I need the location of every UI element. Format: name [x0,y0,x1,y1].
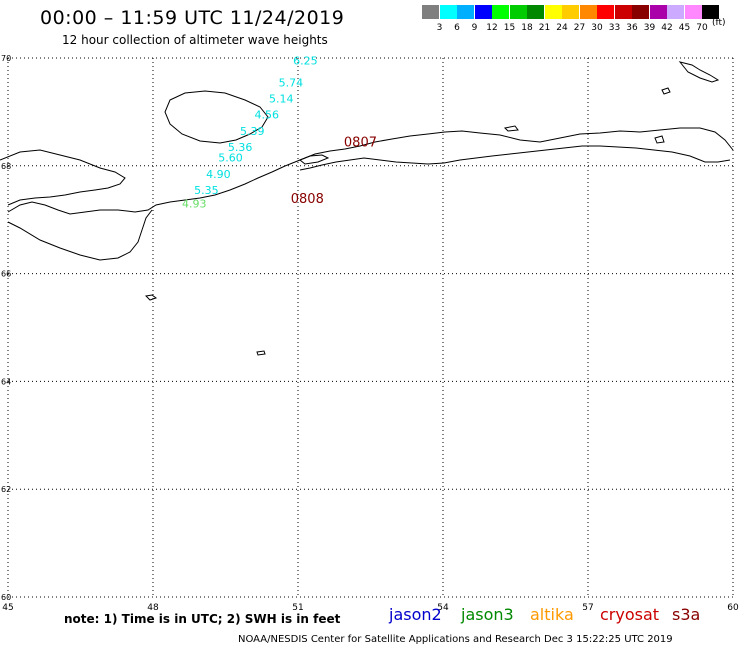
lat-tick-label: 64 [1,377,11,386]
satellite-name: cryosat [600,605,660,624]
lon-tick-label: 60 [727,603,739,613]
lon-tick-label: 54 [437,603,449,613]
islet [678,61,720,83]
wave-height-value: 4.56 [255,109,280,122]
legend-swatch [632,5,649,19]
legend-label: 36 [626,23,638,33]
coastline [0,61,734,356]
lat-tick-label: 68 [1,162,11,171]
legend-swatch [649,5,667,19]
lon-tick-label: 51 [292,603,303,613]
legend-label: 27 [573,23,586,33]
map-grid [7,57,734,598]
legend-swatch [562,5,579,19]
legend-label: 45 [678,23,691,33]
wave-height-value: 5.35 [194,184,219,197]
legend-label: 39 [643,23,656,33]
lower-coast [299,145,731,171]
pass-time-label: 0807 [344,136,377,151]
legend-swatch [597,5,614,19]
lat-tick-label: 70 [1,54,11,63]
lat-tick-label: 62 [1,485,11,494]
legend-swatch [474,5,492,19]
islet [144,294,158,301]
legend-swatch [614,5,632,19]
legend-label: 15 [503,23,516,33]
bay-coast [7,209,153,261]
wave-height-value: 4.90 [206,168,231,181]
legend-swatch [509,5,527,19]
islet [503,125,519,132]
legend-label: 9 [471,23,478,33]
legend-swatch [544,5,562,19]
islet [654,135,665,144]
legend-swatch [422,5,439,19]
altimeter-track: 6.25 5.74 5.14 4.56 5.39 5.365.60 4.90 5.354.93… [182,55,377,211]
legend-swatch [439,5,457,19]
wave-height-value: 5.60 [218,152,243,165]
axis-labels: 45 48 51 54 57 60 70 68 66 64 62 60 [1,54,739,613]
lon-tick-label: 48 [147,603,159,613]
wave-height-value: 5.14 [269,92,294,105]
legend-unit: (ft) [712,18,726,28]
satellite-name: s3a [672,605,701,624]
legend-swatch [457,5,474,19]
lat-tick-label: 66 [1,270,11,279]
legend-label: 33 [608,23,621,33]
legend-label: 3 [436,23,443,33]
legend-label: 18 [521,23,533,33]
wave-height-value: 4.93 [182,198,207,211]
legend-label: 12 [486,23,498,33]
islet [256,350,266,356]
chart-title: 00:00 – 11:59 UTC 11/24/2019 [40,7,345,29]
legend-label: 42 [661,23,673,33]
lon-tick-label: 57 [582,603,593,613]
legend-swatch [667,5,684,19]
mainland-coast [7,127,734,215]
satellite-name: jason3 [461,605,514,624]
western-coast [0,149,126,206]
wave-height-value: 6.25 [293,55,318,68]
islet [661,87,671,95]
legend-label: 30 [591,23,603,33]
wave-height-value: 5.39 [240,125,265,138]
legend-swatch [579,5,597,19]
legend-swatch [702,5,719,19]
lon-tick-label: 45 [2,603,13,613]
chart-subtitle: 12 hour collection of altimeter wave hei… [62,33,328,47]
satellite-name: altika [530,605,574,624]
wave-height-value: 5.36 [228,141,253,154]
footer-note: note: 1) Time is in UTC; 2) SWH is in fe… [64,612,341,626]
satellite-name: jason2 [389,605,442,624]
lat-tick-label: 60 [1,593,11,602]
legend-swatch [684,5,702,19]
legend-swatch [492,5,509,19]
legend-label: 70 [696,23,708,33]
islet [299,154,330,165]
legend-label: 6 [454,23,460,33]
kolguyev-island [164,90,269,144]
legend-label: 21 [538,23,551,33]
credit-line: NOAA/NESDIS Center for Satellite Applica… [238,634,673,645]
legend-swatch [527,5,544,19]
pass-time-label: 0808 [291,192,324,207]
legend-label: 24 [556,23,568,33]
wave-height-value: 5.74 [279,76,304,89]
